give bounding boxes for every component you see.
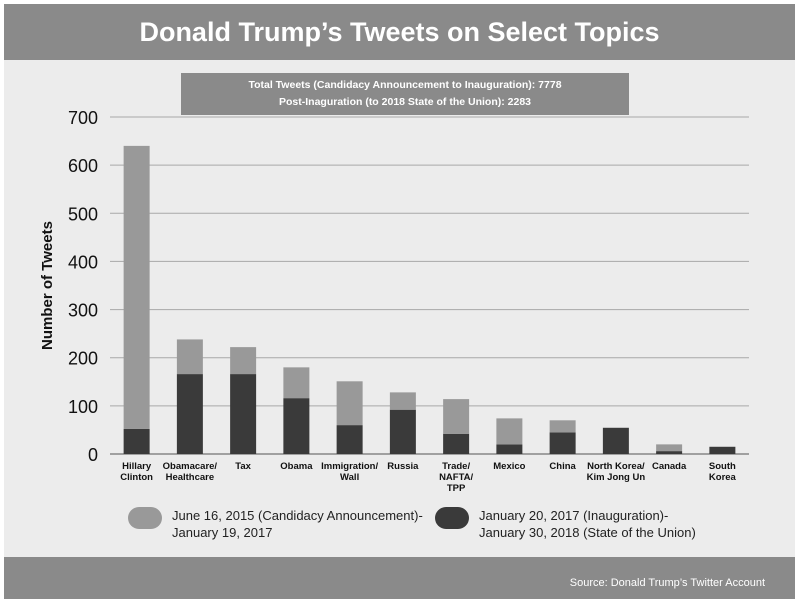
totals-line-2: Post-Inaguration (to 2018 State of the U… <box>278 96 532 108</box>
bar-chart: 0 100 200 300 400 500 600 700 Number of Tweets Hi… <box>39 108 749 494</box>
x-tick-label: Healthcare <box>166 472 215 483</box>
x-tick-label: North Korea/ <box>587 461 645 472</box>
x-tick-label: Immigration/ <box>321 461 378 472</box>
x-tick-label: South <box>709 461 736 472</box>
x-tick-label: Wall <box>340 472 359 483</box>
footer-banner <box>4 557 795 599</box>
bar-post-inauguration <box>709 446 736 454</box>
legend-label-line: January 20, 2017 (Inauguration)- <box>479 508 669 523</box>
infographic-frame: Donald Trump’s Tweets on Select Topics T… <box>4 4 795 599</box>
source-note: Source: Donald Trump’s Twitter Account <box>569 577 765 589</box>
legend-swatch-light <box>128 507 162 529</box>
legend-label-line: June 16, 2015 (Candidacy Announcement)- <box>172 508 423 523</box>
x-tick-label: Kim Jong Un <box>587 472 646 483</box>
bar-post-inauguration <box>123 428 150 454</box>
y-tick-label: 400 <box>68 252 98 272</box>
bar-post-inauguration <box>176 374 203 454</box>
bar-pre-inauguration <box>443 399 470 434</box>
y-tick-label: 0 <box>88 445 98 465</box>
legend-item-pre-inauguration: June 16, 2015 (Candidacy Announcement)- … <box>128 507 423 541</box>
x-tick-label: Clinton <box>120 472 153 483</box>
x-tick-label: Obamacare/ <box>163 461 218 472</box>
y-tick-label: 600 <box>68 156 98 176</box>
x-tick-label: Tax <box>235 461 251 472</box>
x-tick-label: Obama <box>280 461 313 472</box>
bar-post-inauguration <box>602 428 629 454</box>
bar-pre-inauguration <box>283 367 310 399</box>
x-tick-label: Russia <box>387 461 419 472</box>
bar-pre-inauguration <box>123 145 150 429</box>
bar-pre-inauguration <box>230 347 257 375</box>
totals-box: Total Tweets (Candidacy Announcement to … <box>181 73 629 115</box>
y-tick-label: 100 <box>68 397 98 417</box>
y-tick-label: 300 <box>68 301 98 321</box>
bar-pre-inauguration <box>549 420 576 433</box>
x-tick-label: Korea <box>709 472 737 483</box>
bar-post-inauguration <box>230 374 257 454</box>
bar-post-inauguration <box>549 432 576 454</box>
bar-post-inauguration <box>389 409 416 454</box>
y-axis-title: Number of Tweets <box>39 221 56 350</box>
legend-label-post-inauguration: January 20, 2017 (Inauguration)- January… <box>479 507 696 541</box>
bar-post-inauguration <box>656 451 683 454</box>
bar-post-inauguration <box>496 444 523 454</box>
totals-line-1: Total Tweets (Candidacy Announcement to … <box>248 79 562 91</box>
bar-post-inauguration <box>283 398 310 454</box>
bar-pre-inauguration <box>656 444 683 452</box>
y-tick-label: 700 <box>68 108 98 128</box>
y-tick-label: 500 <box>68 204 98 224</box>
legend-item-post-inauguration: January 20, 2017 (Inauguration)- January… <box>435 507 696 541</box>
chart-title: Donald Trump’s Tweets on Select Topics <box>139 16 660 47</box>
bar-pre-inauguration <box>389 392 416 410</box>
bar-post-inauguration <box>336 425 363 454</box>
x-tick-label: Trade/ <box>442 461 470 472</box>
title-banner: Donald Trump’s Tweets on Select Topics <box>4 4 795 60</box>
legend-swatch-dark <box>435 507 469 529</box>
legend-label-pre-inauguration: June 16, 2015 (Candidacy Announcement)- … <box>172 507 423 541</box>
legend-label-line: January 30, 2018 (State of the Union) <box>479 525 696 540</box>
bar-post-inauguration <box>443 433 470 454</box>
bar-pre-inauguration <box>176 339 203 375</box>
x-tick-label: Hillary <box>122 461 152 472</box>
y-tick-label: 200 <box>68 349 98 369</box>
x-tick-label: Canada <box>652 461 687 472</box>
x-tick-label: TPP <box>447 483 466 494</box>
bar-pre-inauguration <box>496 418 523 445</box>
x-tick-label: Mexico <box>493 461 525 472</box>
legend-label-line: January 19, 2017 <box>172 525 273 540</box>
x-tick-label: China <box>549 461 576 472</box>
bar-pre-inauguration <box>336 381 363 426</box>
x-tick-label: NAFTA/ <box>439 472 473 483</box>
